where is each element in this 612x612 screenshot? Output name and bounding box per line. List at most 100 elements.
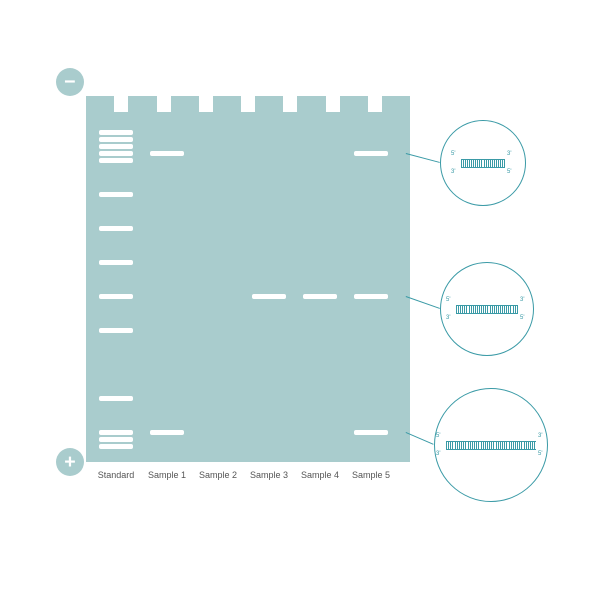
dna-end-label: 3' (451, 169, 455, 175)
dna-rung (513, 305, 514, 313)
dna-rung (471, 305, 472, 313)
dna-rung (481, 159, 482, 167)
dna-end-label: 3' (520, 297, 524, 303)
dna-rung (468, 441, 469, 449)
dna-rung (498, 159, 499, 167)
dna-rung (487, 305, 488, 313)
gel-band (99, 437, 133, 442)
gel-band (354, 430, 388, 435)
dna-rung (455, 441, 456, 449)
dna-rung (500, 159, 501, 167)
dna-end-label: 5' (446, 297, 450, 303)
dna-rung (479, 159, 480, 167)
gel-well-notch (157, 96, 171, 112)
gel-band (99, 294, 133, 299)
dna-rung (471, 159, 472, 167)
gel-well-notch (241, 96, 255, 112)
dna-rung (504, 305, 505, 313)
dna-rung (494, 159, 495, 167)
dna-rung (496, 159, 497, 167)
dna-rung (474, 441, 475, 449)
callout-connector (406, 296, 440, 309)
dna-strand-bottom (461, 167, 505, 168)
dna-rung (483, 441, 484, 449)
dna-rung (491, 441, 492, 449)
electrode-plus: + (56, 448, 84, 476)
dna-rung (510, 305, 511, 313)
dna-rung (504, 441, 505, 449)
callout-circle: 5' 3' 3' 5' (440, 262, 534, 356)
electrode-minus: − (56, 68, 84, 96)
gel-band (99, 130, 133, 135)
gel-band (150, 430, 184, 435)
gel-band (99, 137, 133, 142)
dna-rung (446, 441, 447, 449)
dna-rung (485, 305, 486, 313)
callout-connector (406, 153, 440, 163)
gel-band (150, 151, 184, 156)
dna-rung (465, 441, 466, 449)
gel-band (303, 294, 337, 299)
dna-end-label: 5' (538, 451, 542, 457)
dna-rung (502, 441, 503, 449)
dna-rung (473, 159, 474, 167)
gel-band (252, 294, 286, 299)
callout-circle: 5' 3' 3' 5' (440, 120, 526, 206)
dna-rung (469, 305, 470, 313)
dna-rungs (461, 159, 505, 167)
dna-rung (496, 441, 497, 449)
dna-rung (481, 441, 482, 449)
dna-rung (467, 159, 468, 167)
dna-rung (477, 305, 478, 313)
dna-rung (489, 441, 490, 449)
dna-rungs (446, 441, 536, 449)
dna-rung (462, 305, 463, 313)
dna-end-label: 5' (520, 315, 524, 321)
dna-rung (481, 305, 482, 313)
dna-rung (530, 441, 531, 449)
dna-rung (490, 305, 491, 313)
dna-rung (517, 441, 518, 449)
dna-rung (492, 305, 493, 313)
dna-end-label: 5' (507, 169, 511, 175)
dna-rung (519, 441, 520, 449)
dna-end-label: 3' (446, 315, 450, 321)
dna-end-label: 5' (436, 433, 440, 439)
dna-rung (470, 441, 471, 449)
dna-rung (502, 305, 503, 313)
dna-rung (490, 159, 491, 167)
gel-well-notch (326, 96, 340, 112)
dna-rung (511, 441, 512, 449)
dna-rung (475, 305, 476, 313)
gel-band (354, 151, 388, 156)
gel-band (99, 396, 133, 401)
dna-rung (534, 441, 535, 449)
dna-rung (532, 441, 533, 449)
gel-band (99, 158, 133, 163)
dna-rung (521, 441, 522, 449)
dna-rung (500, 305, 501, 313)
gel-band (99, 144, 133, 149)
dna-rung (517, 305, 518, 313)
gel-band (99, 226, 133, 231)
dna-rung (457, 441, 458, 449)
gel-well-notch (114, 96, 128, 112)
dna-rung (493, 441, 494, 449)
dna-rung (463, 441, 464, 449)
dna-rung (500, 441, 501, 449)
dna-rung (509, 441, 510, 449)
dna-rung (508, 305, 509, 313)
dna-rungs (456, 305, 518, 313)
dna-rung (459, 441, 460, 449)
gel-band (99, 260, 133, 265)
gel-well-notch (368, 96, 382, 112)
dna-rung (496, 305, 497, 313)
dna-rung (478, 441, 479, 449)
dna-strand-bottom (456, 313, 518, 314)
dna-rung (458, 305, 459, 313)
dna-rung (464, 305, 465, 313)
dna-rung (526, 441, 527, 449)
dna-end-label: 3' (507, 151, 511, 157)
electrode-minus-glyph: − (64, 71, 75, 94)
dna-end-label: 5' (451, 151, 455, 157)
